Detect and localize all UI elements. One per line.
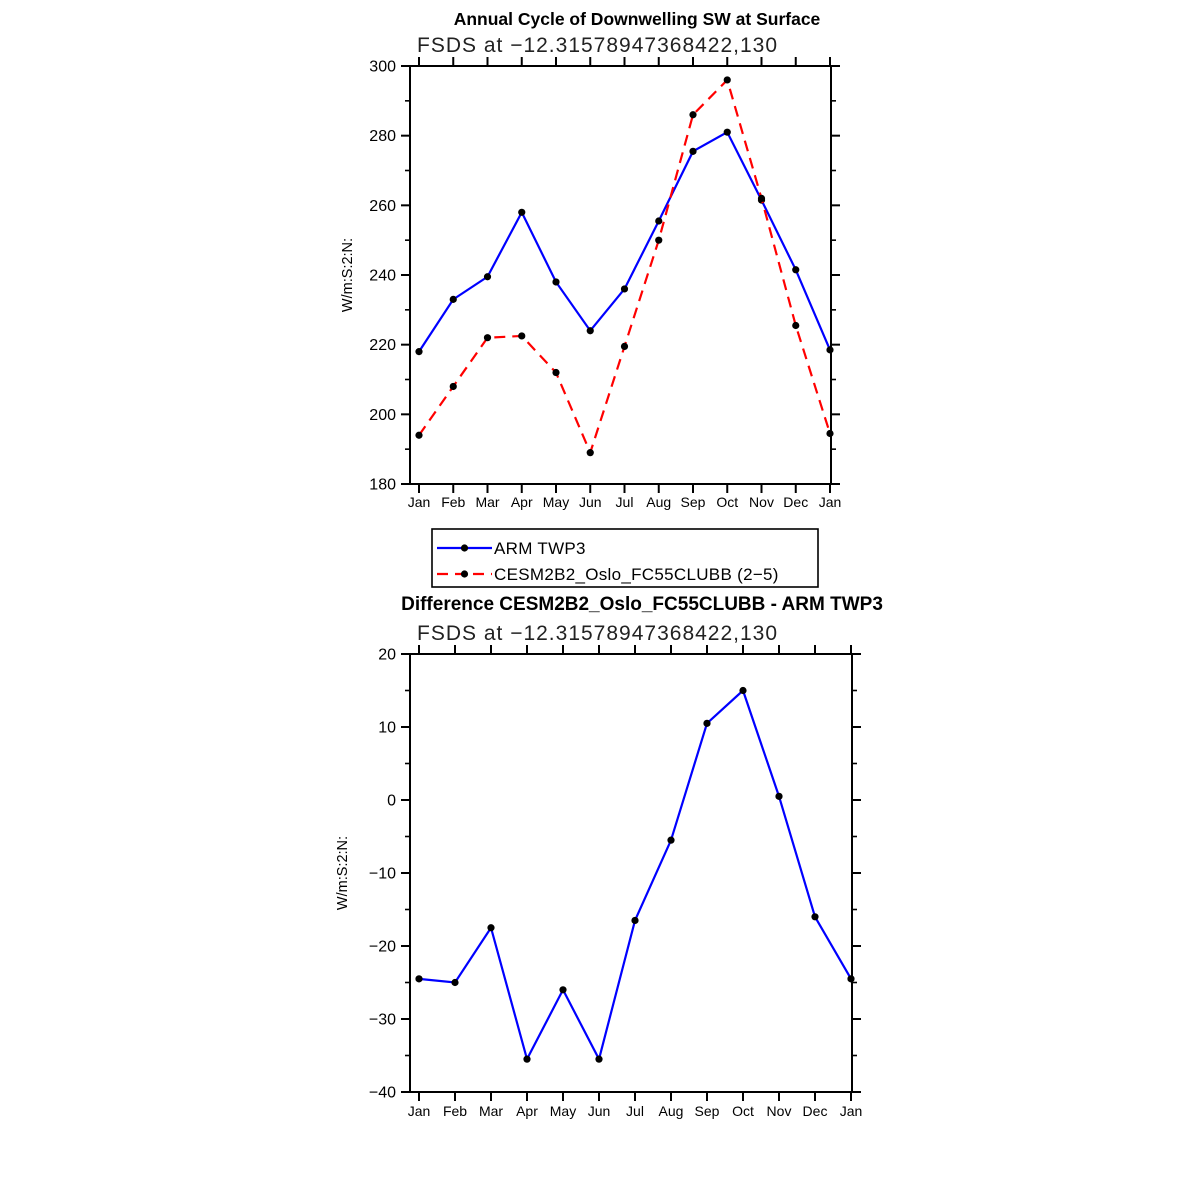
plot-frame bbox=[409, 65, 832, 485]
data-point bbox=[739, 686, 747, 695]
x-tick-label: Dec bbox=[803, 1103, 828, 1119]
x-tick-label: Jan bbox=[408, 494, 431, 510]
chart2-y-axis-label: W/m:S:2:N: bbox=[335, 836, 351, 910]
y-tick-label: 0 bbox=[387, 793, 396, 810]
x-tick-label: Jan bbox=[819, 494, 842, 510]
x-tick-label: Jul bbox=[626, 1103, 644, 1119]
y-tick-label: 20 bbox=[378, 647, 396, 664]
data-point bbox=[552, 278, 560, 286]
data-point bbox=[559, 986, 567, 994]
data-point bbox=[586, 327, 594, 335]
chart1-y-axis-label: W/m:S:2:N: bbox=[340, 238, 356, 312]
data-point bbox=[518, 208, 526, 216]
data-point bbox=[792, 266, 800, 274]
chart2-title: Difference CESM2B2_Oslo_FC55CLUBB - ARM … bbox=[401, 594, 883, 615]
x-tick-label: Mar bbox=[479, 1103, 503, 1119]
x-tick-label: Aug bbox=[646, 494, 671, 510]
data-point bbox=[689, 111, 697, 119]
x-tick-label: Feb bbox=[443, 1103, 467, 1119]
y-tick-label: −30 bbox=[369, 1012, 396, 1029]
x-tick-label: May bbox=[550, 1103, 576, 1119]
legend-marker-dot bbox=[460, 570, 469, 578]
data-point bbox=[552, 368, 560, 377]
data-point bbox=[415, 431, 423, 439]
chart1-plot-area: 180 200 220 240 260 280 300 Jan Feb Mar Apr May Jun J… bbox=[369, 57, 841, 510]
series-line bbox=[418, 688, 852, 1063]
y-tick-label: 260 bbox=[369, 198, 396, 215]
x-tick-label: May bbox=[543, 494, 569, 510]
data-point bbox=[811, 913, 819, 921]
x-tick-label: Aug bbox=[659, 1103, 684, 1119]
data-point bbox=[620, 285, 629, 293]
x-tick-label: Jan bbox=[408, 1103, 431, 1119]
x-tick-label: Jun bbox=[579, 494, 602, 510]
y-tick-label: −10 bbox=[369, 866, 396, 883]
data-point bbox=[449, 295, 457, 303]
plot-frame bbox=[409, 653, 853, 1093]
series-line bbox=[418, 77, 832, 456]
y-tick-label: 200 bbox=[369, 407, 396, 424]
x-tick-label: Feb bbox=[441, 494, 465, 510]
chart1-title: Annual Cycle of Downwelling SW at Surfac… bbox=[454, 9, 821, 29]
x-tick-label: Jul bbox=[616, 494, 634, 510]
legend: ARM TWP3 CESM2B2_Oslo_FC55CLUBB (2−5) bbox=[431, 528, 819, 588]
y-tick-label: −20 bbox=[369, 939, 396, 956]
y-tick-label: 240 bbox=[369, 268, 396, 285]
x-tick-label: Apr bbox=[511, 494, 533, 510]
data-point bbox=[631, 916, 639, 925]
data-point bbox=[595, 1055, 603, 1063]
x-tick-label: Mar bbox=[475, 494, 499, 510]
data-point bbox=[655, 236, 663, 244]
data-point bbox=[792, 321, 800, 330]
y-tick-label: 300 bbox=[369, 59, 396, 76]
data-point bbox=[757, 194, 766, 202]
data-point bbox=[775, 792, 783, 800]
x-tick-label: Jan bbox=[840, 1103, 863, 1119]
data-point bbox=[847, 975, 855, 983]
data-point bbox=[586, 449, 594, 457]
data-point bbox=[483, 334, 492, 342]
data-point bbox=[667, 836, 675, 844]
x-tick-label: Apr bbox=[516, 1103, 538, 1119]
series-line bbox=[418, 130, 832, 353]
x-tick-label: Nov bbox=[767, 1103, 792, 1119]
y-tick-label: 280 bbox=[369, 128, 396, 145]
data-point bbox=[451, 978, 459, 987]
data-point bbox=[415, 348, 423, 356]
chart1-subtitle: FSDS at −12.31578947368422,130 bbox=[417, 34, 778, 57]
legend-box bbox=[431, 528, 819, 588]
data-point bbox=[518, 332, 526, 340]
data-point bbox=[723, 128, 731, 136]
data-point bbox=[826, 429, 834, 438]
x-tick-label: Oct bbox=[732, 1103, 754, 1119]
y-tick-label: 180 bbox=[369, 477, 396, 494]
data-point bbox=[449, 382, 457, 391]
x-tick-label: Sep bbox=[695, 1103, 720, 1119]
legend-marker-dot bbox=[460, 544, 469, 552]
y-tick-label: 220 bbox=[369, 337, 396, 354]
data-point bbox=[826, 346, 834, 354]
chart2-subtitle: FSDS at −12.31578947368422,130 bbox=[417, 622, 778, 645]
data-point bbox=[415, 975, 423, 983]
legend-label-cesm2b2: CESM2B2_Oslo_FC55CLUBB (2−5) bbox=[494, 565, 779, 584]
x-tick-label: Sep bbox=[681, 494, 706, 510]
data-point bbox=[487, 924, 495, 932]
x-tick-label: Dec bbox=[783, 494, 808, 510]
data-point bbox=[655, 217, 663, 225]
legend-label-arm-twp3: ARM TWP3 bbox=[494, 539, 586, 558]
data-point bbox=[523, 1055, 531, 1063]
chart2-plot-area: −40 −30 −20 −10 0 10 20 Jan Feb Mar Apr May Jun Jul Au… bbox=[369, 645, 862, 1119]
data-point bbox=[483, 273, 492, 281]
y-tick-label: 10 bbox=[378, 720, 396, 737]
x-tick-label: Oct bbox=[716, 494, 738, 510]
data-point bbox=[723, 76, 731, 84]
x-tick-label: Nov bbox=[749, 494, 774, 510]
data-point bbox=[689, 147, 697, 155]
data-point bbox=[703, 719, 711, 727]
x-tick-label: Jun bbox=[588, 1103, 611, 1119]
y-tick-label: −40 bbox=[369, 1085, 396, 1102]
data-point bbox=[620, 342, 629, 351]
